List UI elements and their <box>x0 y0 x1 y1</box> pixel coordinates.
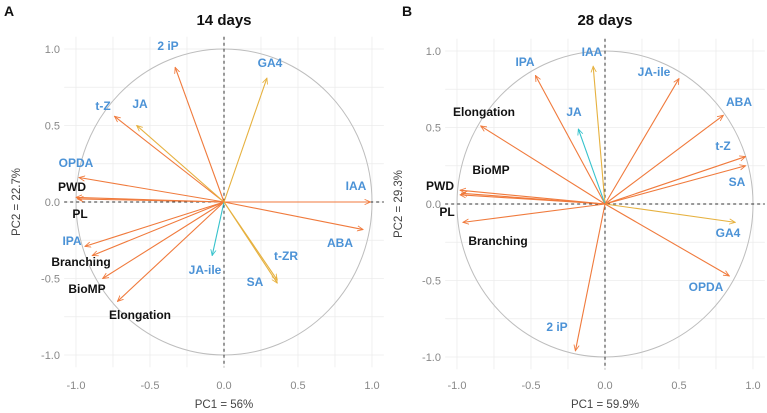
vector-label: Elongation <box>453 105 515 119</box>
y-tick-label: -0.5 <box>41 274 60 286</box>
vector-label: IAA <box>582 45 603 59</box>
loading-arrow <box>463 203 606 222</box>
loading-arrow <box>79 178 225 203</box>
loading-arrow <box>117 201 225 301</box>
loading-arrow <box>604 203 735 222</box>
x-tick-label: -0.5 <box>522 380 541 392</box>
vector-label: JA <box>566 105 582 119</box>
loading-arrow <box>92 201 225 256</box>
x-axis-title: PC1 = 59.9% <box>571 399 639 411</box>
loading-arrow <box>460 190 606 205</box>
vector-label: PL <box>439 205 454 219</box>
y-axis-title: PC2 = 22.7% <box>11 168 23 236</box>
vector-label: ABA <box>726 95 752 109</box>
loading-arrow <box>175 67 225 203</box>
loading-arrow <box>593 66 606 205</box>
loading-arrow <box>85 201 225 246</box>
loading-arrow <box>604 79 679 205</box>
chart-title: 28 days <box>577 12 632 29</box>
vector-label: 2 iP <box>157 39 178 53</box>
vector-label: t-Z <box>715 139 730 153</box>
vector-label: JA-ile <box>189 263 222 277</box>
x-tick-label: -1.0 <box>67 380 86 392</box>
loading-arrow <box>481 126 606 205</box>
x-tick-label: 0.5 <box>671 380 686 392</box>
x-tick-label: -0.5 <box>141 380 160 392</box>
vector-label: IPA <box>62 234 81 248</box>
vector-label: PL <box>72 207 87 221</box>
y-tick-label: -1.0 <box>422 352 441 364</box>
y-tick-label: 0.0 <box>45 197 60 209</box>
y-tick-label: -0.5 <box>422 276 441 288</box>
vector-label: JA <box>132 97 148 111</box>
loading-arrow <box>114 116 225 203</box>
vector-label: JA-ile <box>638 65 671 79</box>
loading-arrow <box>212 201 225 256</box>
x-tick-label: 1.0 <box>364 380 379 392</box>
loading-arrow <box>575 203 606 351</box>
vector-label: IAA <box>346 179 367 193</box>
loading-arrow <box>604 203 729 276</box>
loading-arrow <box>223 78 267 203</box>
vector-label: OPDA <box>689 280 724 294</box>
panel-b: B 28 days -1.0 -0.5 0.0 0.5 1.0 1.0 0.5 0.0 -0.5 -1… <box>393 3 765 411</box>
vector-label: t-Z <box>95 99 110 113</box>
vector-label: ABA <box>327 236 353 250</box>
panel-letter: B <box>402 3 412 19</box>
y-tick-label: 0.0 <box>426 199 441 211</box>
vector-label: OPDA <box>59 156 94 170</box>
vector-label: SA <box>729 175 746 189</box>
vector-label: Branching <box>468 234 527 248</box>
chart-title: 14 days <box>196 12 251 29</box>
x-tick-label: 0.0 <box>216 380 231 392</box>
x-tick-label: 0.5 <box>290 380 305 392</box>
loading-arrow <box>137 126 225 203</box>
vector-label: GA4 <box>258 56 283 70</box>
vector-label: GA4 <box>716 226 741 240</box>
vector-label: Elongation <box>109 308 171 322</box>
y-tick-label: 0.5 <box>426 123 441 135</box>
x-axis-title: PC1 = 56% <box>195 399 254 411</box>
vector-label: BioMP <box>68 282 105 296</box>
panel-letter: A <box>4 3 14 19</box>
y-axis-title: PC2 = 29.3% <box>393 170 405 238</box>
vector-label: Branching <box>51 255 110 269</box>
x-tick-label: -1.0 <box>448 380 467 392</box>
loading-arrow <box>223 201 277 283</box>
loading-arrow <box>223 201 363 230</box>
y-tick-label: 1.0 <box>426 46 441 58</box>
vector-label: SA <box>247 275 264 289</box>
vector-label: IPA <box>515 55 534 69</box>
panel-a: A 14 days -1.0 -0.5 0.0 0.5 1.0 1.0 0.5 0.0 -0.5 -1… <box>4 3 384 411</box>
x-tick-label: 1.0 <box>745 380 760 392</box>
loading-arrow <box>604 115 723 205</box>
vector-label: t-ZR <box>274 249 298 263</box>
x-tick-label: 0.0 <box>597 380 612 392</box>
vector-label: PWD <box>426 179 454 193</box>
loading-arrow <box>604 166 746 205</box>
y-tick-label: 0.5 <box>45 121 60 133</box>
vector-label: BioMP <box>472 163 509 177</box>
loading-arrow <box>460 195 606 205</box>
y-tick-label: -1.0 <box>41 350 60 362</box>
loading-arrow <box>535 75 606 205</box>
loading-arrow <box>578 129 606 205</box>
vector-label: PWD <box>58 180 86 194</box>
vector-label: 2 iP <box>546 320 567 334</box>
loading-arrow <box>103 201 225 279</box>
loading-arrow <box>604 157 746 205</box>
loading-arrow <box>77 199 225 203</box>
y-tick-label: 1.0 <box>45 44 60 56</box>
